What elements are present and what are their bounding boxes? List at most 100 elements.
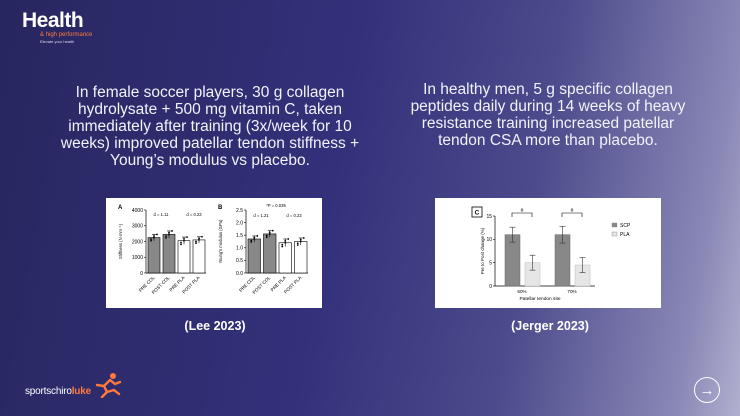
data-point [165, 236, 167, 239]
data-point [165, 235, 167, 238]
data-point [271, 229, 274, 232]
data-point [299, 238, 302, 241]
data-point [153, 236, 155, 239]
y-tick-label: 15 [486, 214, 492, 220]
data-point [195, 242, 197, 244]
data-point [296, 242, 299, 245]
brand-logo: sportschiroluke [25, 386, 91, 397]
y-tick-label: 5 [489, 260, 492, 266]
panel-letter: A [118, 205, 123, 211]
data-point [195, 240, 197, 243]
significance-bracket [561, 212, 583, 217]
y-axis-label: Pre to Post change (%) [480, 227, 485, 274]
y-tick-label: 0.0 [236, 271, 243, 277]
data-point [183, 238, 185, 240]
chart-annotation: d = 0.23 [286, 213, 302, 218]
y-tick-label: 0.5 [236, 258, 243, 264]
data-point [180, 243, 182, 246]
panel-letter: B [218, 205, 223, 211]
data-point [168, 231, 170, 234]
data-point [253, 238, 256, 240]
y-tick-label: 1.0 [236, 246, 243, 252]
x-tick-label: POST PLA [283, 275, 303, 295]
logo-tagline: Elevate your health [40, 39, 75, 44]
data-point [153, 235, 155, 237]
data-point [284, 241, 287, 244]
bar [192, 239, 206, 274]
bar [147, 237, 161, 274]
data-point [268, 231, 271, 234]
bar [162, 234, 176, 274]
data-point [183, 239, 185, 242]
significance-mark: # [571, 208, 574, 214]
data-point [180, 241, 182, 244]
data-point [168, 233, 170, 236]
y-tick-label: 2.0 [236, 220, 243, 226]
data-point [171, 230, 173, 232]
data-point [150, 239, 152, 242]
y-tick-label: 0 [489, 284, 492, 290]
y-tick-label: 2.5 [236, 208, 243, 214]
chart-annotation: d = 0.23 [186, 212, 202, 217]
panel-letter-box [471, 206, 483, 218]
logo-subtitle: & high performance [40, 32, 93, 38]
y-tick-label: 0 [140, 271, 143, 277]
y-tick-label: 3000 [132, 224, 143, 230]
bar [278, 242, 292, 274]
bar [177, 240, 191, 274]
bar [294, 241, 308, 274]
x-axis-label: Patellar tendon site [519, 296, 560, 302]
lee-figure: A 0 1000 2000 3000 4000 Stiffness (N·mm⁻¹) PRE … [106, 198, 322, 308]
logo-title: Health [22, 9, 84, 32]
data-point [198, 237, 200, 240]
x-tick-label: 70% [567, 289, 576, 294]
significance-bracket [511, 212, 533, 217]
brand-name-part1: sportschiro [25, 386, 72, 397]
panel-letter: C [475, 210, 480, 217]
data-point [256, 235, 259, 237]
data-point [265, 236, 268, 239]
data-point [150, 238, 152, 241]
data-point [156, 233, 158, 236]
bar [263, 233, 277, 274]
data-point [265, 234, 268, 237]
data-point [250, 239, 253, 242]
significance-mark: # [521, 208, 524, 214]
legend-swatch [611, 231, 618, 237]
y-axis-label: Stiffness (N·mm⁻¹) [118, 223, 123, 259]
left-caption: In female soccer players, 30 g collagen … [60, 84, 360, 169]
data-point [302, 237, 305, 239]
legend-label: PLA [620, 232, 630, 238]
x-tick-label: 60% [517, 289, 526, 294]
data-point [299, 240, 302, 243]
data-point [281, 245, 284, 248]
chart-annotation: d = 1.21 [253, 213, 269, 218]
jerger-figure: C 0 5 10 15 Pre to Post change (%) 60% #70% # Pat… [435, 198, 661, 308]
brand-name-part2: luke [71, 386, 91, 397]
health-logo: Health & high performance Elevate your h… [22, 9, 142, 45]
right-caption: In healthy men, 5 g specific collagen pe… [410, 81, 686, 149]
data-point [250, 241, 253, 243]
bar [247, 238, 261, 274]
data-point [253, 236, 256, 239]
chart-annotation: d = 1.11 [154, 212, 170, 217]
y-tick-label: 2000 [132, 239, 143, 245]
data-point [198, 239, 200, 241]
legend-swatch [611, 222, 618, 228]
next-slide-button[interactable]: → [694, 377, 720, 403]
y-tick-label: 4000 [132, 208, 143, 214]
arrow-right-circle-icon: → [699, 381, 715, 399]
data-point [201, 235, 203, 238]
data-point [268, 233, 271, 235]
y-tick-label: 1000 [132, 255, 143, 261]
legend-label: SCP [620, 223, 631, 229]
data-point [287, 238, 290, 240]
y-tick-label: 1.5 [236, 233, 243, 239]
runner-icon [95, 373, 122, 398]
jerger-chart: C 0 5 10 15 Pre to Post change (%) 60% #70% # Pat… [471, 206, 631, 302]
left-citation: (Lee 2023) [184, 319, 246, 333]
chart-annotation: *P = 0.035 [266, 203, 286, 208]
data-point [186, 236, 188, 238]
right-citation: (Jerger 2023) [511, 319, 589, 333]
